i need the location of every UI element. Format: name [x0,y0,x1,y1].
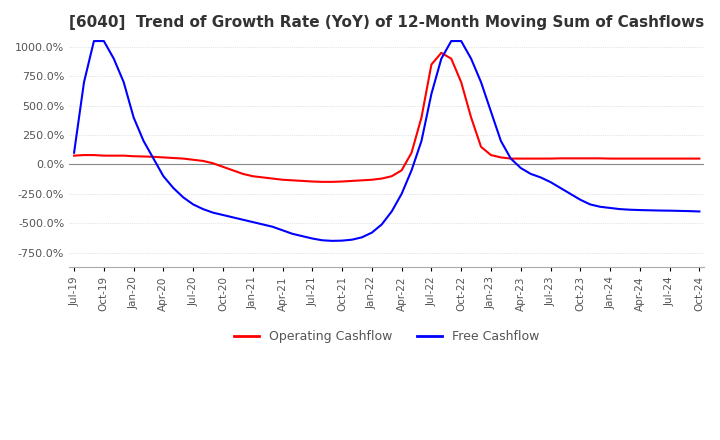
Title: [6040]  Trend of Growth Rate (YoY) of 12-Month Moving Sum of Cashflows: [6040] Trend of Growth Rate (YoY) of 12-… [69,15,704,30]
Legend: Operating Cashflow, Free Cashflow: Operating Cashflow, Free Cashflow [229,325,544,348]
